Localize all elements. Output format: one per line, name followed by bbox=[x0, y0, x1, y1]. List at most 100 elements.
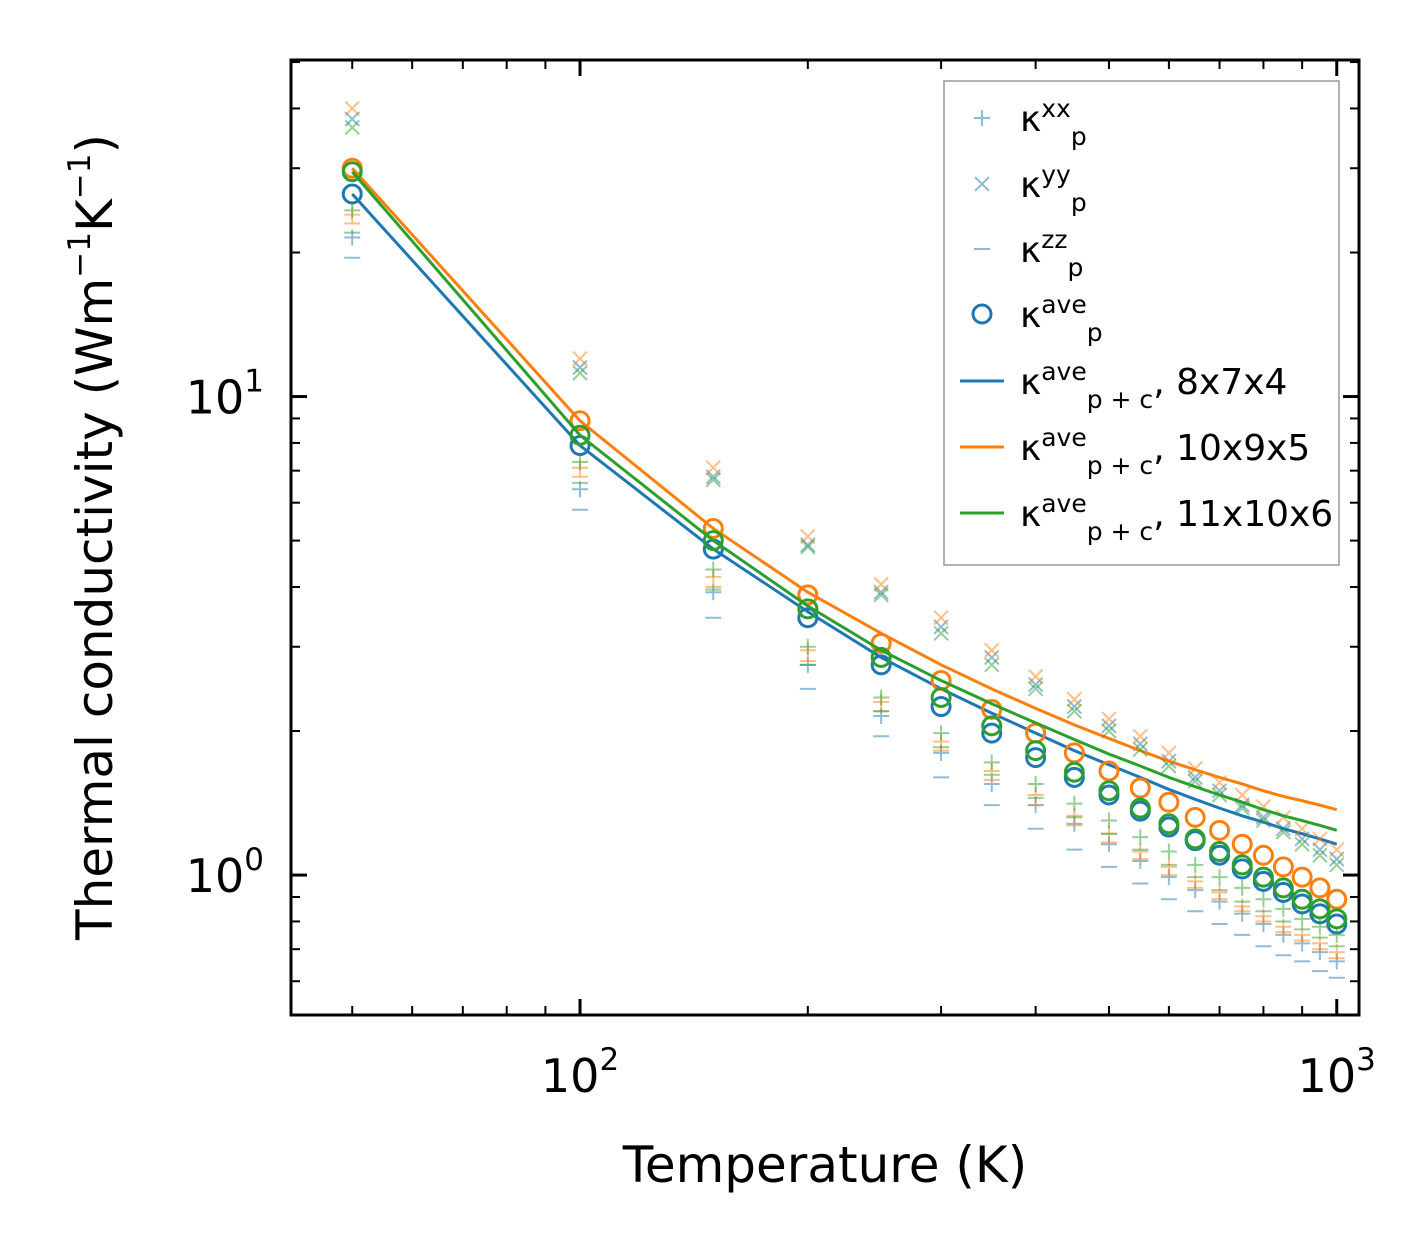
kappa-ave-point bbox=[702, 517, 724, 539]
kappa-ave-point bbox=[1326, 888, 1348, 910]
kappa-ave-point bbox=[930, 696, 952, 718]
kappa-yy-point bbox=[933, 609, 949, 626]
kappa-yy-point bbox=[984, 657, 1000, 673]
legend-marker-circle bbox=[971, 303, 993, 325]
kappa-yy-point bbox=[1187, 760, 1203, 777]
kappa-xx-point bbox=[1234, 879, 1251, 896]
kappa-ave-point bbox=[1272, 877, 1294, 899]
kappa-ave-point bbox=[1291, 866, 1313, 888]
kappa-ave-point bbox=[1184, 828, 1206, 850]
kappa-yy-point bbox=[1275, 809, 1292, 826]
kappa-xx-point bbox=[1294, 910, 1311, 927]
kappa-ave-point bbox=[1209, 819, 1231, 841]
kappa-ave-point bbox=[1231, 833, 1253, 855]
y-axis-title: Thermal conductivity (Wm−1K−1) bbox=[62, 134, 124, 941]
kappa-yy-point bbox=[873, 587, 889, 603]
legend: κxxp κyyp κzzp κavep κavep + c, 8x7x4 κa… bbox=[943, 80, 1340, 566]
kappa-ave-point bbox=[1291, 888, 1313, 910]
kappa-yy-point bbox=[1132, 741, 1148, 758]
kappa-yy-point bbox=[1211, 787, 1228, 803]
kappa-yy-point bbox=[1101, 718, 1117, 734]
kappa-ave-point bbox=[1184, 806, 1206, 828]
kappa-xx-point bbox=[983, 754, 1000, 771]
kappa-yy-point bbox=[1329, 841, 1345, 858]
kappa-ave-point bbox=[1309, 877, 1331, 899]
kappa-yy-point bbox=[1132, 728, 1148, 744]
legend-label-kappa-yy: κyyp bbox=[1020, 160, 1087, 217]
kappa-ave-point bbox=[1252, 866, 1274, 888]
kappa-ave-point bbox=[870, 654, 892, 676]
kappa-yy-point bbox=[1027, 681, 1044, 697]
kappa-yy-point bbox=[1187, 773, 1203, 790]
kappa-yy-point bbox=[1101, 711, 1117, 727]
kappa-ave-point bbox=[930, 687, 952, 709]
kappa-pc-line-10x9x5 bbox=[351, 167, 1338, 812]
kappa-yy-point bbox=[705, 460, 721, 476]
kappa-yy-point bbox=[344, 119, 360, 136]
legend-label-10x9x5: κavep + c, 10x9x5 bbox=[1020, 423, 1310, 480]
kappa-yy-point bbox=[1066, 691, 1083, 707]
kappa-yy-point bbox=[984, 649, 1000, 666]
kappa-yy-point bbox=[572, 365, 588, 381]
kappa-yy-point bbox=[1329, 857, 1345, 873]
kappa-ave-point bbox=[797, 598, 819, 620]
kappa-yy-point bbox=[705, 472, 721, 488]
kappa-yy-point bbox=[572, 350, 588, 367]
kappa-xx-point bbox=[1187, 873, 1204, 890]
kappa-yy-point bbox=[1027, 668, 1044, 685]
legend-label-kappa-ave: κavep bbox=[1020, 290, 1103, 347]
kappa-ave-point bbox=[1158, 791, 1180, 813]
kappa-yy-point bbox=[1161, 745, 1177, 761]
kappa-yy-point bbox=[1161, 758, 1177, 774]
kappa-ave-point bbox=[1025, 740, 1047, 762]
kappa-xx-point bbox=[1211, 869, 1228, 886]
kappa-ave-point bbox=[797, 607, 819, 629]
y-tick-label-10: 101 bbox=[186, 364, 264, 425]
legend-marker-x bbox=[974, 176, 990, 192]
kappa-ave-point bbox=[981, 715, 1003, 737]
legend-label-kappa-xx: κxxp bbox=[1020, 94, 1087, 151]
kappa-xx-point bbox=[1132, 829, 1149, 846]
kappa-xx-point bbox=[705, 561, 722, 578]
kappa-ave-point bbox=[569, 424, 591, 446]
kappa-xx-point bbox=[572, 481, 589, 498]
legend-label-kappa-zz: κzzp bbox=[1020, 225, 1083, 282]
x-tick-label-100: 102 bbox=[541, 1042, 619, 1103]
legend-marker-plus bbox=[974, 110, 990, 126]
kappa-yy-point bbox=[1066, 698, 1083, 715]
kappa-yy-point bbox=[1294, 836, 1310, 852]
kappa-ave-point bbox=[1231, 854, 1253, 876]
kappa-ave-point bbox=[1252, 844, 1274, 866]
kappa-xx-point bbox=[1100, 812, 1117, 829]
kappa-yy-point bbox=[1066, 703, 1083, 719]
kappa-ave-point bbox=[1025, 747, 1047, 769]
kappa-ave-point bbox=[1209, 841, 1231, 863]
legend-label-8x7x4: κavep + c, 8x7x4 bbox=[1020, 357, 1287, 414]
legend-label-11x10x6: κavep + c, 11x10x6 bbox=[1020, 489, 1333, 546]
kappa-ave-point bbox=[702, 530, 724, 552]
kappa-xx-point bbox=[933, 725, 950, 742]
kappa-xx-point bbox=[1160, 843, 1177, 860]
kappa-yy-point bbox=[1275, 820, 1292, 837]
kappa-xx-point bbox=[1027, 775, 1044, 792]
kappa-ave-point bbox=[1309, 898, 1331, 920]
plot-frame bbox=[289, 58, 1361, 1017]
kappa-xx-point bbox=[799, 638, 816, 655]
kappa-xx-point bbox=[1160, 858, 1177, 875]
kappa-yy-point bbox=[1312, 841, 1328, 858]
kappa-yy-point bbox=[1312, 831, 1328, 847]
kappa-ave-point bbox=[981, 722, 1003, 744]
x-axis-title: Temperature (K) bbox=[622, 1136, 1027, 1194]
kappa-yy-point bbox=[873, 584, 889, 600]
kappa-xx-point bbox=[1328, 926, 1345, 943]
kappa-xx-point bbox=[1066, 795, 1083, 812]
kappa-xx-point bbox=[1275, 900, 1292, 917]
kappa-yy-point bbox=[1234, 800, 1250, 816]
kappa-yy-point bbox=[1101, 723, 1117, 739]
kappa-ave-point bbox=[1326, 908, 1348, 930]
kappa-yy-point bbox=[800, 539, 816, 555]
kappa-xx-point bbox=[873, 689, 890, 706]
kappa-yy-point bbox=[1211, 774, 1228, 791]
kappa-pc-line-11x10x6 bbox=[351, 170, 1338, 832]
kappa-ave-point bbox=[1129, 797, 1151, 819]
